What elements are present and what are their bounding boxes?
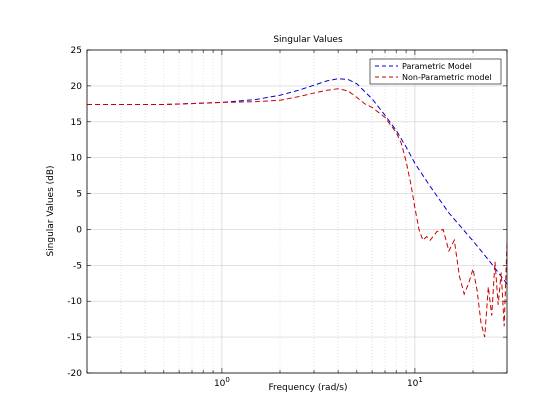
legend-box [369, 58, 502, 85]
y-tick-label: -15 [67, 333, 82, 343]
y-axis-label: Singular Values (dB) [46, 165, 56, 256]
legend-label-parametric: Parametric Model [402, 62, 472, 71]
y-tick-label: -10 [67, 297, 82, 307]
series-line-parametric [87, 78, 508, 285]
y-tick-label: -5 [73, 261, 82, 271]
series-line-nonparametric [87, 88, 508, 338]
y-tick-label: 0 [76, 225, 82, 235]
y-tick-label: 20 [71, 82, 83, 92]
axes-frame [86, 49, 508, 374]
legend-label-nonparametric: Non-Parametric model [402, 73, 492, 82]
y-tick-label: 5 [76, 190, 82, 200]
y-tick-label: 25 [71, 46, 82, 56]
x-axis-label: Frequency (rad/s) [268, 383, 347, 393]
y-tick-label: -20 [67, 369, 82, 379]
x-tick-label: 100 [214, 376, 230, 389]
x-tick-label: 101 [407, 376, 423, 389]
legend: Parametric Model Non-Parametric model [369, 58, 502, 85]
chart-title: Singular Values [273, 35, 343, 45]
y-tick-label: 10 [71, 154, 83, 164]
y-tick-label: 15 [71, 118, 82, 128]
